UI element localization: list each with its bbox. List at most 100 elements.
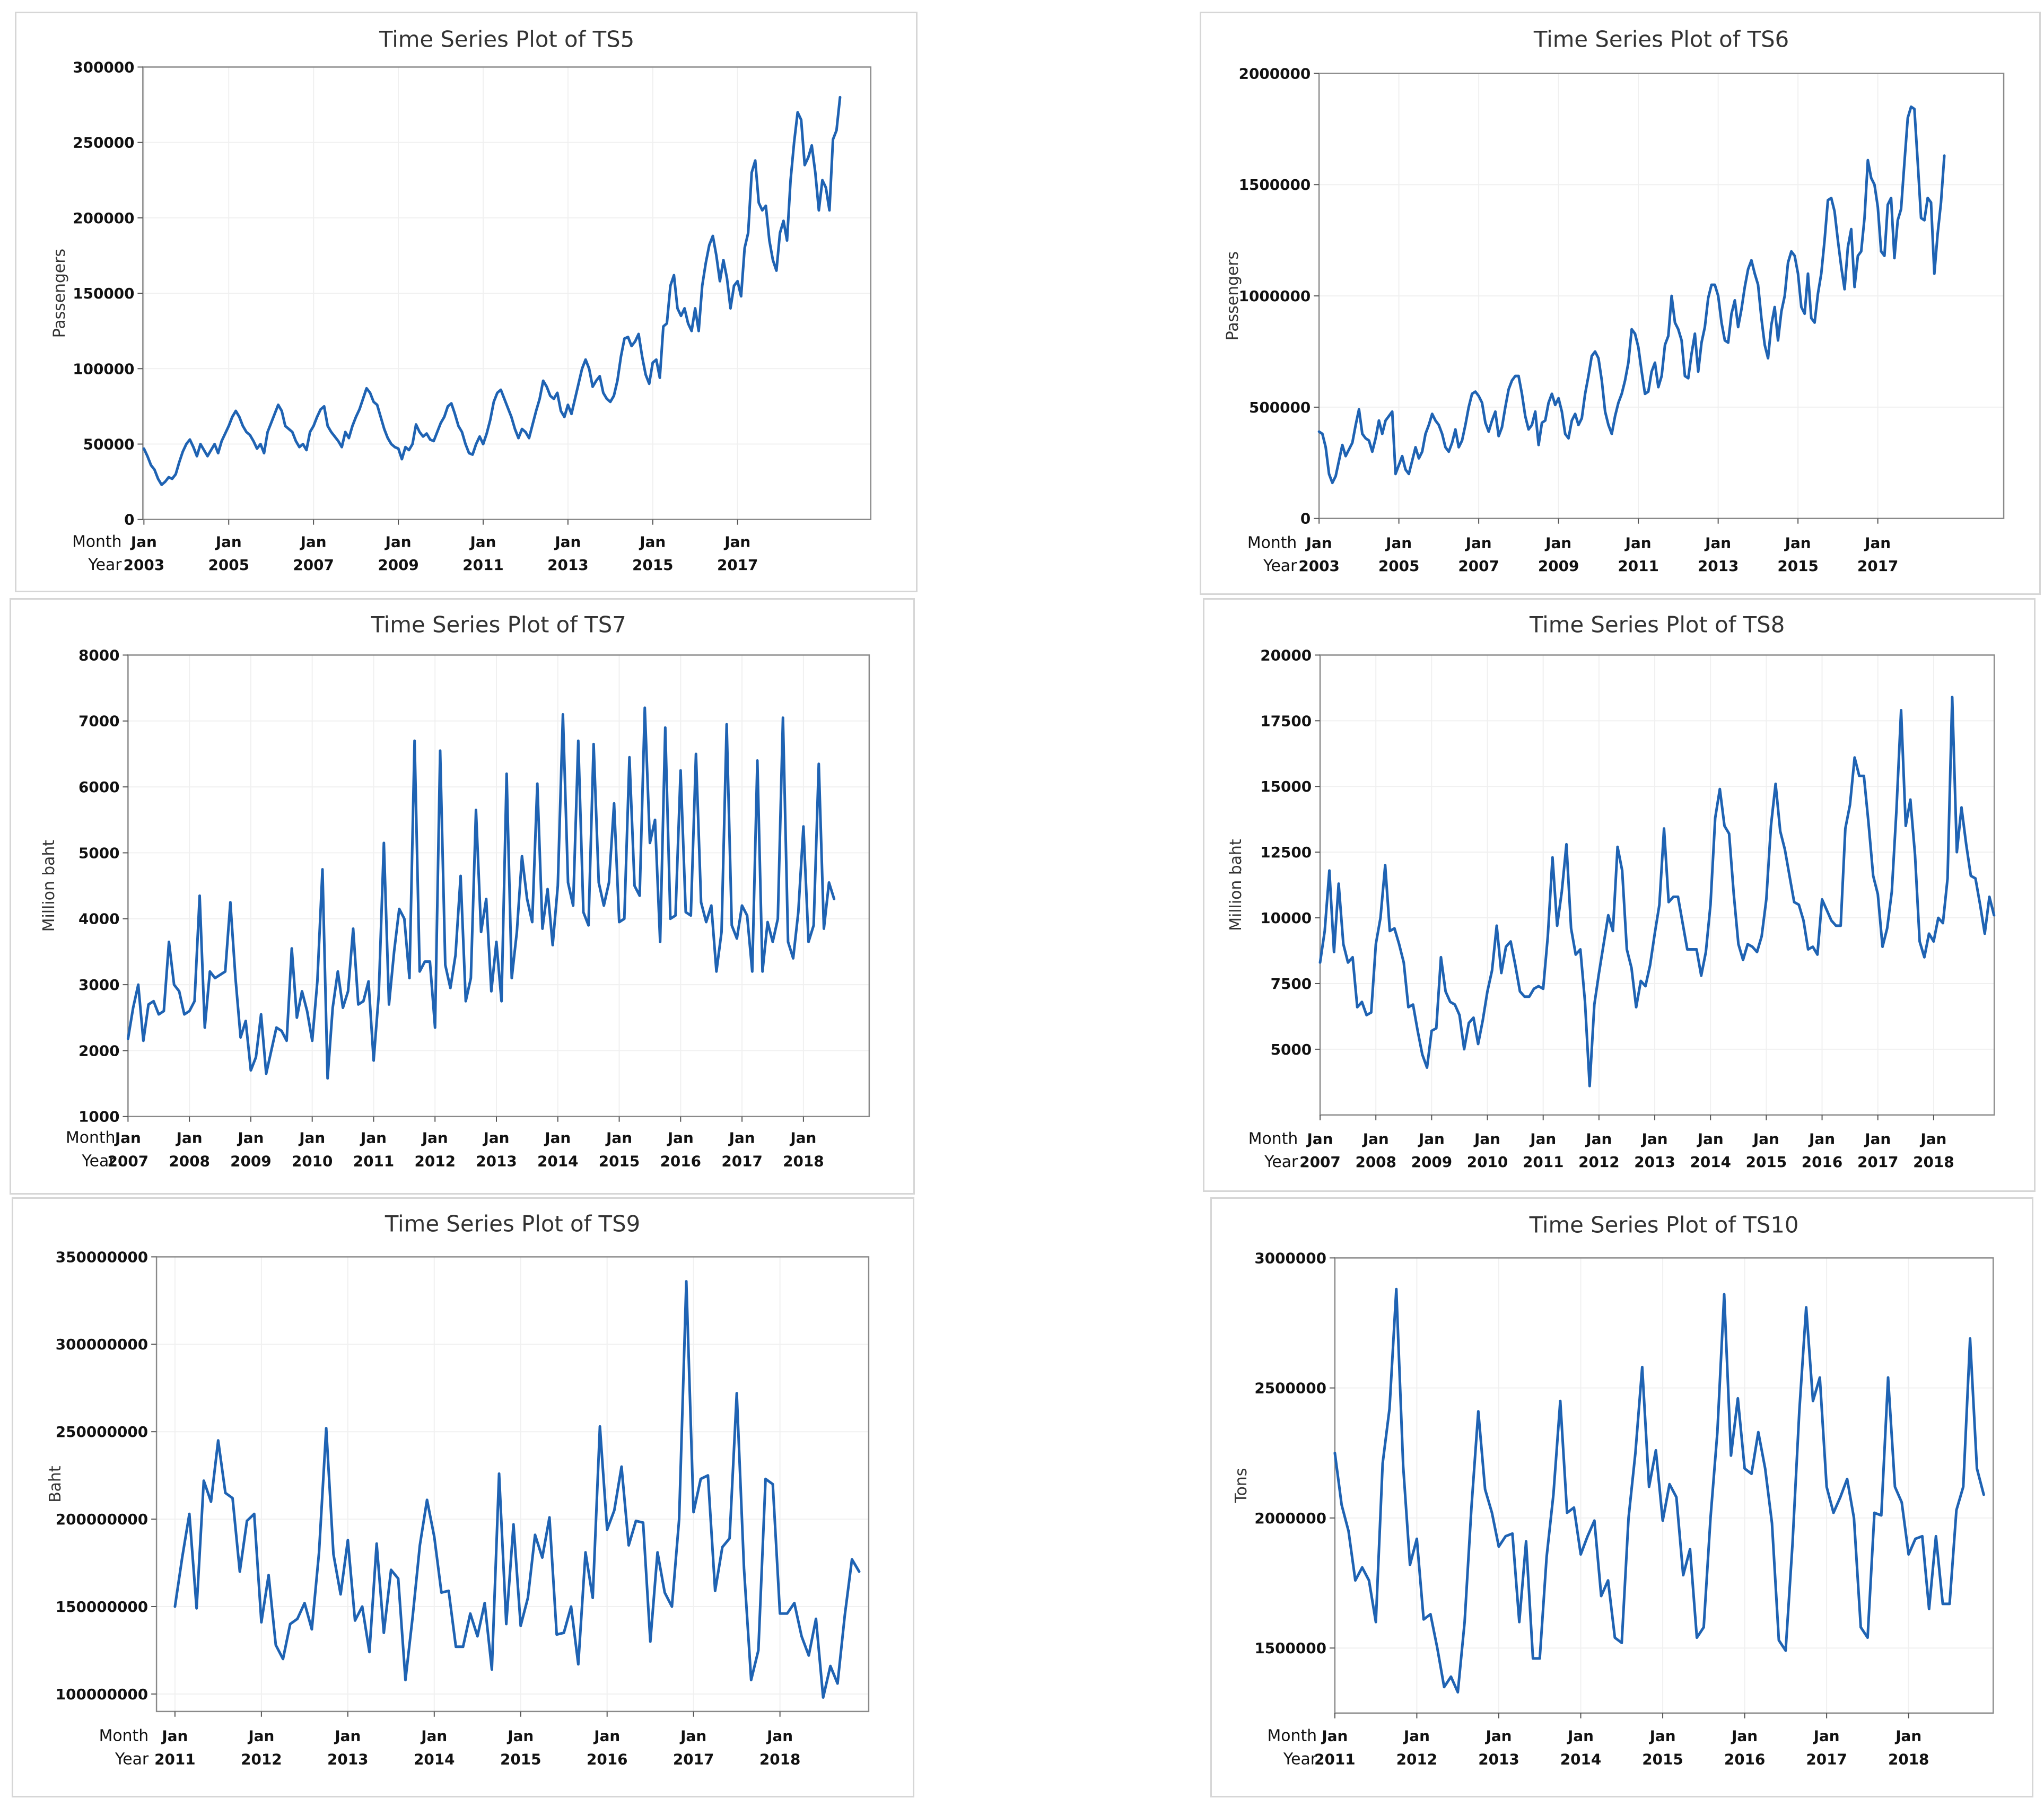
x-tick-label-month: Jan	[1321, 1727, 1348, 1745]
y-tick-label: 17500	[1260, 712, 1312, 730]
x-tick-label-year: 2014	[537, 1152, 579, 1170]
x-tick-label-year: 2018	[1913, 1153, 1954, 1171]
chart-panel-ts8: Time Series Plot of TS8 5000 7500 10000 1250…	[1203, 598, 2036, 1192]
y-tick-label: 250000000	[56, 1423, 148, 1441]
x-tick-label-year: 2003	[1298, 557, 1339, 575]
plot-frame	[127, 654, 870, 1118]
y-tick-label: 4000	[78, 910, 120, 928]
y-tick-label: 2000000	[1239, 65, 1311, 82]
x-tick-label-month: Jan	[247, 1727, 274, 1745]
y-tick-label: 20000	[1260, 646, 1312, 664]
x-tick-label-year: 2013	[1634, 1153, 1675, 1171]
x-tick-label-year: 2016	[1802, 1153, 1843, 1171]
chart-svg-ts8: Time Series Plot of TS8 5000 7500 10000 1250…	[1227, 612, 1996, 1171]
x-tick-label-year: 2008	[169, 1152, 210, 1170]
x-tick-label-month: Jan	[1585, 1130, 1612, 1147]
x-tick-label-month: Jan	[237, 1129, 264, 1147]
x-tick-label-month: Jan	[298, 1129, 325, 1147]
x-tick-label-month: Jan	[593, 1727, 620, 1745]
x-tick-label-year: 2013	[476, 1152, 517, 1170]
x-tick-label-month: Jan	[728, 1129, 755, 1147]
y-tick-label: 3000	[78, 976, 120, 994]
x-tick-label-year: 2015	[1746, 1153, 1787, 1171]
x-tick-label-year: 2009	[378, 556, 418, 574]
x-tick-label-year: 2018	[759, 1750, 801, 1768]
x-tick-label-year: 2007	[108, 1152, 149, 1170]
chart-svg-ts6: Time Series Plot of TS6 0 500000 1000000 150…	[1224, 27, 2005, 575]
x-tick-label-month: Jan	[1784, 534, 1811, 551]
x-tick-label-month: Jan	[334, 1727, 361, 1745]
y-tick-label: 0	[124, 511, 134, 529]
x-row-label-year: Year	[1283, 1750, 1317, 1768]
y-tick-label: 1500000	[1254, 1639, 1326, 1657]
y-tick-label: 2000000	[1254, 1510, 1326, 1527]
x-tick-label-month: Jan	[1418, 1130, 1445, 1147]
x-tick-label-month: Jan	[1305, 534, 1332, 551]
x-tick-label-month: Jan	[1529, 1130, 1556, 1147]
x-tick-label-month: Jan	[1544, 534, 1571, 551]
x-tick-label-month: Jan	[1624, 534, 1652, 551]
x-tick-label-year: 2007	[1299, 1153, 1341, 1171]
x-tick-label-year: 2009	[1411, 1153, 1453, 1171]
x-tick-label-year: 2013	[1698, 557, 1739, 575]
x-tick-label-month: Jan	[723, 533, 750, 550]
x-tick-label-year: 2011	[1618, 557, 1658, 575]
x-tick-label-year: 2017	[1857, 1153, 1899, 1171]
x-tick-label-year: 2011	[1314, 1750, 1356, 1768]
x-tick-label-month: Jan	[679, 1727, 706, 1745]
x-row-label-year: Year	[1264, 1153, 1298, 1171]
x-tick-label-month: Jan	[1567, 1727, 1594, 1745]
plot-frame	[1319, 654, 1995, 1116]
y-tick-label: 15000	[1260, 778, 1312, 795]
x-tick-label-month: Jan	[420, 1727, 447, 1745]
chart-svg-ts10: Time Series Plot of TS10 1500000 2000000 25…	[1232, 1212, 1994, 1768]
y-axis-label: Passengers	[1224, 251, 1242, 340]
x-tick-label-year: 2009	[1538, 557, 1579, 575]
chart-title: Time Series Plot of TS9	[385, 1211, 640, 1237]
x-tick-label-month: Jan	[385, 533, 412, 550]
x-tick-label-year: 2012	[414, 1152, 456, 1170]
x-tick-label-year: 2008	[1355, 1153, 1396, 1171]
x-tick-label-year: 2011	[154, 1750, 196, 1768]
x-tick-label-year: 2007	[293, 556, 334, 574]
plot-frame	[142, 66, 872, 520]
y-tick-label: 100000000	[56, 1686, 148, 1703]
x-tick-label-year: 2014	[1690, 1153, 1731, 1171]
y-tick-label: 200000000	[56, 1511, 148, 1528]
y-axis-label: Million baht	[40, 840, 58, 932]
x-tick-label-year: 2007	[1458, 557, 1499, 575]
x-row-label-year: Year	[115, 1750, 149, 1768]
x-tick-label-year: 2016	[587, 1750, 628, 1768]
y-axis-label: Tons	[1232, 1468, 1251, 1504]
x-tick-label-month: Jan	[1813, 1727, 1840, 1745]
y-tick-label: 1000000	[1239, 287, 1311, 305]
x-tick-label-year: 2012	[1578, 1153, 1620, 1171]
x-tick-label-month: Jan	[1484, 1727, 1512, 1745]
y-tick-label: 5000	[78, 844, 120, 862]
x-tick-label-year: 2017	[673, 1750, 714, 1768]
y-tick-label: 3000000	[1254, 1249, 1326, 1267]
x-tick-label-year: 2003	[124, 556, 164, 574]
x-tick-label-month: Jan	[766, 1727, 793, 1745]
x-tick-label-year: 2010	[292, 1152, 333, 1170]
x-row-label-month: Month	[99, 1727, 149, 1745]
x-tick-label-month: Jan	[1864, 534, 1891, 551]
x-tick-label-month: Jan	[1641, 1130, 1668, 1147]
chart-svg-ts9: Time Series Plot of TS9 100000000 15000000…	[46, 1211, 870, 1768]
chart-panel-ts5: Time Series Plot of TS5 0 50000 100000 15000…	[15, 12, 918, 592]
x-tick-label-month: Jan	[469, 533, 496, 550]
x-row-label-month: Month	[1268, 1727, 1317, 1745]
y-axis-label: Baht	[46, 1466, 65, 1502]
y-tick-label: 6000	[78, 778, 120, 796]
x-tick-label-month: Jan	[639, 533, 666, 550]
x-tick-label-year: 2013	[327, 1750, 369, 1768]
x-tick-label-year: 2015	[1777, 557, 1818, 575]
x-tick-label-month: Jan	[300, 533, 327, 550]
x-tick-label-year: 2015	[632, 556, 673, 574]
x-tick-label-month: Jan	[1649, 1727, 1676, 1745]
x-tick-label-month: Jan	[1362, 1130, 1389, 1147]
y-tick-label: 2500000	[1254, 1380, 1326, 1397]
x-tick-label-year: 2012	[1396, 1750, 1438, 1768]
chart-title: Time Series Plot of TS8	[1529, 612, 1785, 638]
x-tick-label-year: 2015	[1642, 1750, 1683, 1768]
